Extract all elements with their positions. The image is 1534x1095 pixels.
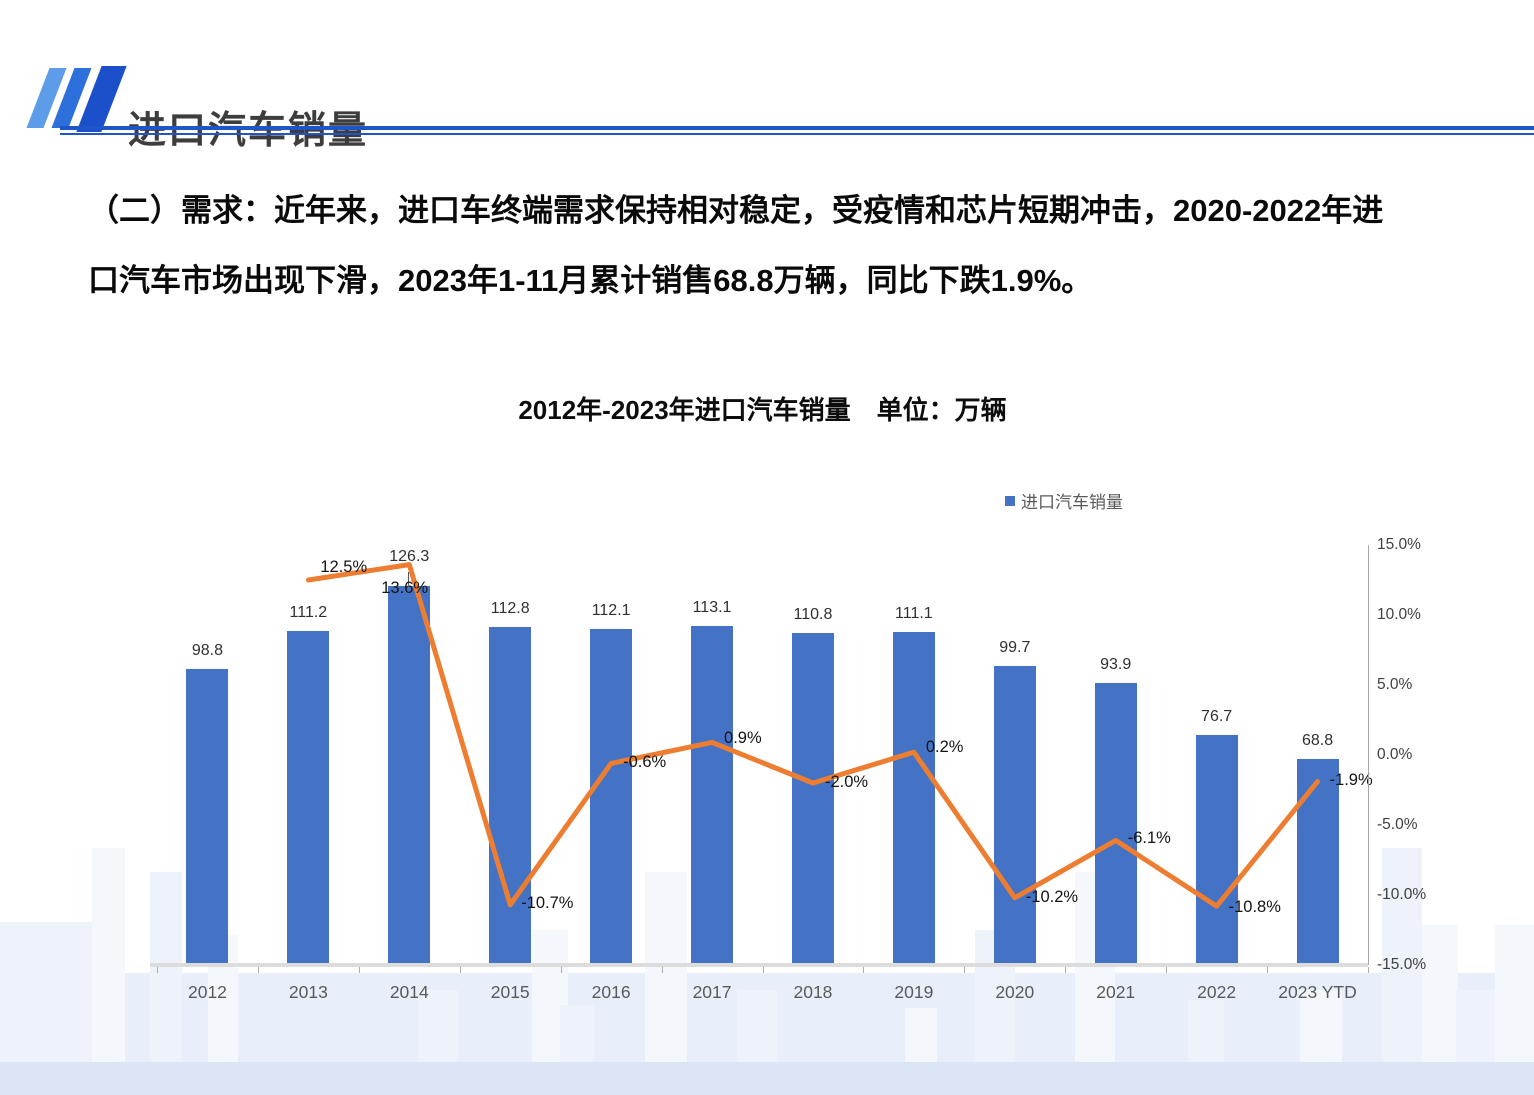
bar-value-label: 99.7 (999, 638, 1031, 656)
x-axis-label: 2021 (1096, 982, 1136, 1002)
y-axis-tick-label: 0.0% (1377, 746, 1413, 763)
bar-value-label: 68.8 (1301, 731, 1334, 749)
line-value-label: 12.5% (320, 558, 368, 576)
background-shape (0, 1062, 1534, 1095)
background-shape (905, 1008, 937, 1062)
y-axis-tick-label: -10.0% (1377, 886, 1427, 903)
x-axis-label: 2012 (187, 982, 227, 1002)
bar-value-label: 76.7 (1201, 707, 1233, 725)
background-shape (1456, 990, 1496, 1062)
x-axis-label: 2019 (894, 982, 934, 1002)
line-value-label: -6.1% (1127, 829, 1171, 848)
background-shape (92, 848, 125, 1062)
bar-value-label: 93.9 (1100, 656, 1132, 674)
axis-tick-mark (863, 967, 865, 973)
legend: 进口汽车销量 (1005, 488, 1123, 513)
x-axis-line (150, 963, 1368, 967)
bar (791, 632, 834, 965)
bar-value-label: 111.1 (895, 604, 933, 622)
y-axis-tick-label: 15.0% (1377, 536, 1421, 553)
x-axis-label: 2018 (793, 982, 833, 1002)
bar (287, 631, 330, 965)
bar (1195, 734, 1238, 965)
bar (388, 586, 431, 965)
y-axis-tick-label: -5.0% (1377, 816, 1418, 833)
y-axis-tick-label: -15.0% (1377, 956, 1427, 973)
axis-tick-mark (257, 967, 259, 973)
bar-value-label: 112.8 (490, 599, 530, 617)
axis-tick-mark (762, 967, 764, 973)
intro-line-2: 口汽车市场出现下滑，2023年1-11月累计销售68.8万辆，同比下跌1.9%。 (88, 263, 1093, 298)
x-axis-label: 2020 (995, 982, 1035, 1002)
axis-tick-mark (1267, 967, 1269, 973)
line-value-label: -10.7% (521, 893, 574, 912)
line-value-label: 13.6% (381, 578, 429, 597)
line-value-label: -10.2% (1025, 887, 1079, 906)
bar (1094, 683, 1137, 965)
background-shape (418, 990, 458, 1062)
bar-value-label: 98.8 (191, 641, 224, 659)
intro-line-1: （二）需求：近年来，进口车终端需求保持相对稳定，受疫情和芯片短期冲击，2020-… (88, 193, 1384, 228)
header-divider (60, 126, 1534, 130)
page-title: 进口汽车销量 (128, 110, 369, 153)
bar (590, 628, 633, 965)
x-axis-label: 2013 (288, 982, 328, 1002)
axis-tick-mark (1368, 967, 1369, 973)
background-shape (737, 990, 777, 1062)
axis-tick-mark (459, 967, 461, 973)
header-divider (60, 133, 1534, 135)
axis-tick-mark (157, 967, 158, 973)
x-axis-label: 2023 YTD (1278, 982, 1357, 1002)
y-axis-tick-label: 5.0% (1377, 676, 1413, 693)
line-value-label: -2.0% (824, 773, 869, 791)
background-shape (1495, 925, 1534, 1062)
bar-value-label: 126.3 (389, 548, 430, 566)
x-axis-label: 2017 (692, 982, 732, 1002)
intro-paragraph: （二）需求：近年来，进口车终端需求保持相对稳定，受疫情和芯片短期冲击，2020-… (88, 176, 1478, 316)
line-value-label: -10.8% (1228, 898, 1281, 917)
background-shape (1188, 1000, 1224, 1062)
bar-value-label: 111.2 (289, 604, 328, 622)
x-axis-label: 2022 (1197, 982, 1237, 1002)
bar (186, 668, 229, 965)
axis-tick-mark (1166, 967, 1168, 973)
y-axis-tick-label: 10.0% (1377, 606, 1421, 623)
background-shape (560, 1005, 594, 1062)
background-shape (1382, 848, 1422, 1062)
axis-tick-mark (358, 967, 360, 973)
bar-value-label: 110.8 (793, 605, 833, 623)
x-axis-label: 2015 (490, 982, 530, 1002)
bar (489, 626, 532, 965)
bar (892, 631, 935, 965)
chart-title: 2012年-2023年进口汽车销量 单位：万辆 (518, 395, 1007, 425)
axis-tick-mark (560, 967, 562, 973)
legend-color-swatch (1005, 495, 1015, 506)
bar-value-label: 112.1 (591, 601, 631, 619)
background-shape (1300, 990, 1342, 1062)
line-value-label: -0.6% (623, 753, 667, 772)
bar (993, 665, 1036, 965)
background-shape (150, 872, 182, 1062)
x-axis-label: 2016 (591, 982, 631, 1002)
background-shape (1422, 925, 1458, 1062)
legend-label: 进口汽车销量 (1021, 493, 1123, 512)
line-value-label: 0.9% (724, 729, 762, 748)
bar-value-label: 113.1 (692, 598, 732, 616)
axis-tick-mark (964, 967, 966, 973)
axis-tick-mark (661, 967, 663, 973)
background-shape (0, 922, 92, 1062)
bar (691, 625, 734, 965)
axis-tick-mark (1065, 967, 1067, 973)
y-axis-line (1368, 545, 1369, 965)
line-value-label: -1.9% (1329, 770, 1373, 789)
x-axis-label: 2014 (389, 982, 429, 1002)
line-value-label: 0.2% (925, 738, 964, 757)
